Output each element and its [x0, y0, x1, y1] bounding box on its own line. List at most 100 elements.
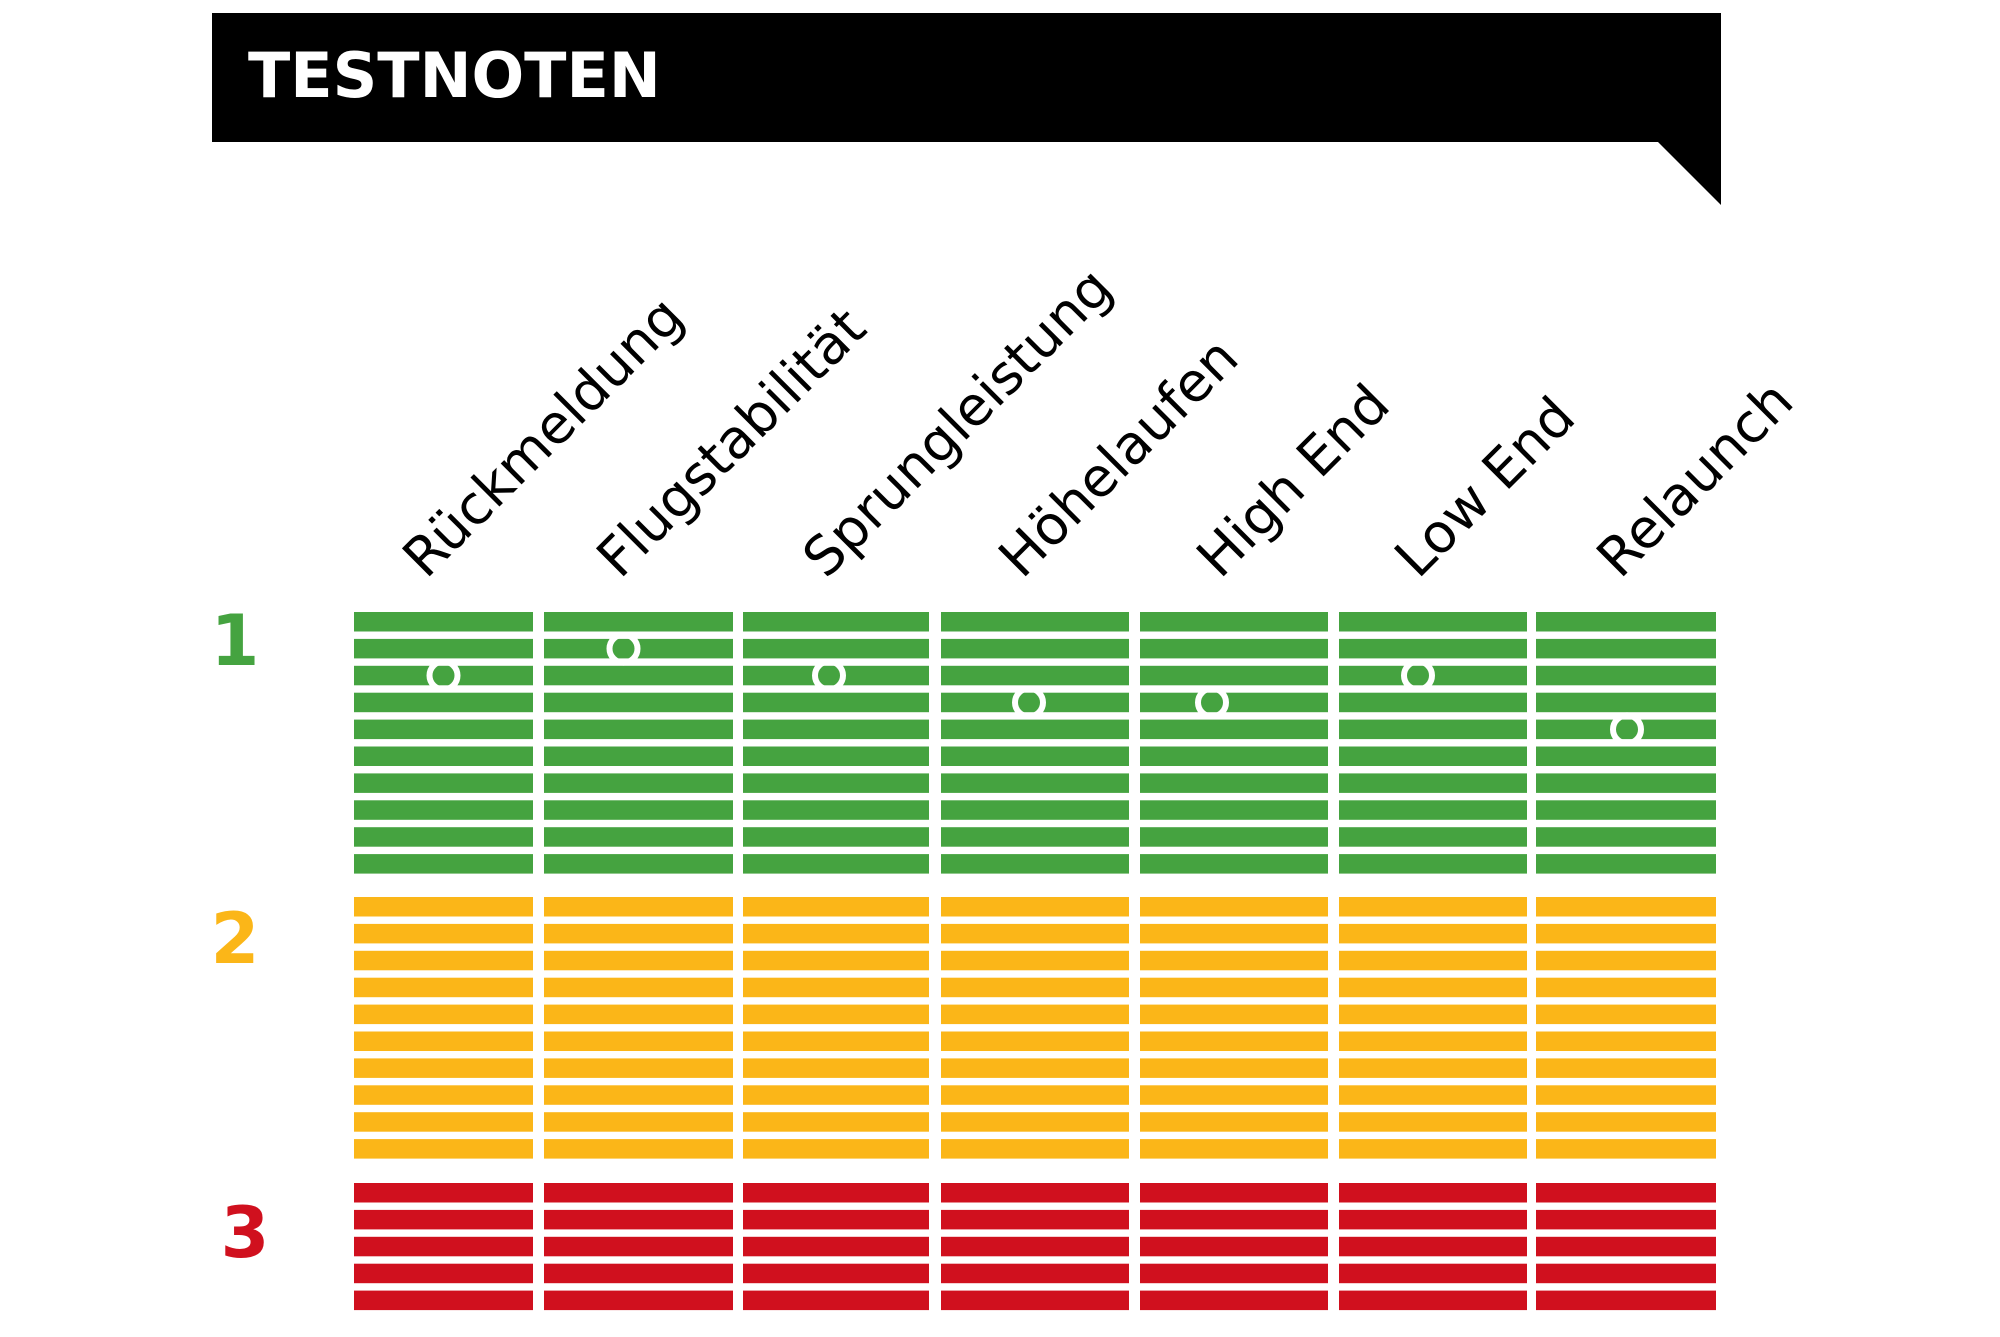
grade-3-step-bar: [743, 1263, 929, 1284]
grade-3-step-bar: [1536, 1290, 1716, 1311]
grade-1-step-bar: [743, 800, 929, 820]
grade-2-step-bar: [941, 923, 1129, 944]
grade-1-step-bar: [544, 692, 733, 713]
grade-2-step-bar: [743, 897, 929, 917]
grade-1-step-bar: [1140, 719, 1328, 740]
grade-1-step-bar: [354, 746, 533, 766]
grade-1-step-bar: [544, 854, 733, 874]
grade-1-step-bar: [1536, 612, 1716, 632]
grade-2-step-bar: [354, 923, 533, 944]
grade-2-step-bar: [743, 1031, 929, 1051]
grade-2-step-bar: [354, 1139, 533, 1159]
grade-2-step-bar: [1140, 1031, 1328, 1051]
grade-2-step-bar: [1536, 1031, 1716, 1051]
grade-2-step-bar: [1536, 1085, 1716, 1105]
grade-1-step-bar: [941, 854, 1129, 874]
grade-3-step-bar: [1536, 1236, 1716, 1257]
grade-1-step-bar: [1140, 773, 1328, 793]
grade-3-step-bar: [1339, 1209, 1527, 1230]
grade-1-step-bar: [354, 665, 533, 686]
grade-3-step-bar: [354, 1236, 533, 1257]
grade-1-step-bar: [354, 638, 533, 659]
grade-2-step-bar: [544, 1112, 733, 1132]
grade-1-step-bar: [544, 800, 733, 820]
grade-2-step-bar: [743, 1112, 929, 1132]
grade-1-step-bar: [1140, 800, 1328, 820]
grade-2-step-bar: [1140, 950, 1328, 971]
score-marker: [426, 658, 461, 693]
grade-1-step-bar: [354, 773, 533, 793]
grade-1-step-bar: [1536, 638, 1716, 659]
grade-3-step-bar: [1536, 1183, 1716, 1203]
grade-1-step-bar: [1140, 665, 1328, 686]
grade-1-step-bar: [941, 638, 1129, 659]
grade-2-step-bar: [743, 1004, 929, 1025]
grade-1-step-bar: [544, 746, 733, 766]
grade-2-step-bar: [1536, 977, 1716, 998]
grade-2-step-bar: [1339, 923, 1527, 944]
grade-2-step-bar: [1339, 977, 1527, 998]
category-label: Low End: [1383, 385, 1587, 589]
grade-block-2: [354, 897, 1716, 1159]
grade-1-step-bar: [1140, 638, 1328, 659]
grade-2-step-bar: [1339, 897, 1527, 917]
grade-1-step-bar: [1140, 692, 1328, 713]
grade-2-step-bar: [354, 1004, 533, 1025]
grade-2-step-bar: [1536, 950, 1716, 971]
grade-3-step-bar: [354, 1263, 533, 1284]
grade-3-step-bar: [1339, 1263, 1527, 1284]
score-marker: [1610, 712, 1644, 747]
grade-3-step-bar: [354, 1290, 533, 1311]
grade-1-step-bar: [941, 800, 1129, 820]
grade-2-step-bar: [1140, 1085, 1328, 1105]
grade-2-step-bar: [941, 897, 1129, 917]
grade-1-step-bar: [1140, 854, 1328, 874]
grade-3-step-bar: [544, 1263, 733, 1284]
grade-1-step-bar: [743, 638, 929, 659]
grade-2-step-bar: [544, 1031, 733, 1051]
grade-2-step-bar: [941, 1058, 1129, 1078]
grade-1-step-bar: [1339, 638, 1527, 659]
category-labels: RückmeldungFlugstabilitätSprungleistungH…: [391, 256, 1805, 590]
grade-2-step-bar: [743, 1139, 929, 1159]
grade-3-step-bar: [941, 1209, 1129, 1230]
grade-3-step-bar: [743, 1183, 929, 1203]
grade-2-step-bar: [354, 897, 533, 917]
grade-1-step-bar: [743, 854, 929, 874]
grade-2-step-bar: [1536, 923, 1716, 944]
grade-1-step-bar: [1536, 692, 1716, 713]
grade-1-step-bar: [743, 612, 929, 632]
grade-2-step-bar: [743, 923, 929, 944]
grade-3-step-bar: [354, 1183, 533, 1203]
grade-1-step-bar: [1536, 746, 1716, 766]
grade-1-step-bar: [1536, 854, 1716, 874]
grade-3-step-bar: [354, 1209, 533, 1230]
grade-2-step-bar: [941, 950, 1129, 971]
grade-3-step-bar: [941, 1263, 1129, 1284]
grade-2-step-bar: [544, 1139, 733, 1159]
score-marker: [606, 631, 641, 666]
grade-1-step-bar: [743, 827, 929, 847]
grade-2-step-bar: [941, 1085, 1129, 1105]
grade-2-step-bar: [1140, 977, 1328, 998]
grade-2-step-bar: [1339, 950, 1527, 971]
grade-2-step-bar: [1140, 923, 1328, 944]
grade-1-step-bar: [354, 612, 533, 632]
grade-1-step-bar: [1536, 773, 1716, 793]
grade-labels: 1 2 3: [211, 600, 270, 1274]
grade-2-step-bar: [354, 1031, 533, 1051]
grade-2-step-bar: [743, 1085, 929, 1105]
grade-3-step-bar: [1536, 1209, 1716, 1230]
grade-3-step-bar: [1140, 1209, 1328, 1230]
grade-2-step-bar: [354, 1112, 533, 1132]
grade-3-step-bar: [941, 1290, 1129, 1311]
grade-3-step-bar: [743, 1209, 929, 1230]
grade-3-step-bar: [1140, 1183, 1328, 1203]
grade-1-step-bar: [1536, 665, 1716, 686]
grade-3-step-bar: [544, 1209, 733, 1230]
grade-2-step-bar: [1536, 897, 1716, 917]
grade-2-step-bar: [743, 1058, 929, 1078]
grade-1-step-bar: [354, 719, 533, 740]
title-banner: TESTNOTEN: [212, 13, 1721, 205]
